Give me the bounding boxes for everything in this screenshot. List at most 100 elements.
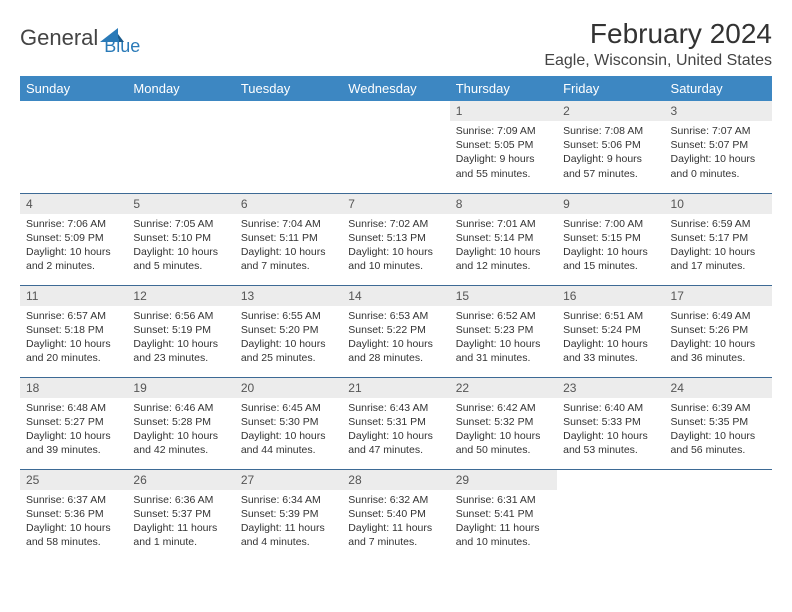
sunset-text: Sunset: 5:09 PM bbox=[26, 231, 121, 245]
day-number: 17 bbox=[665, 286, 772, 306]
sunset-text: Sunset: 5:13 PM bbox=[348, 231, 443, 245]
day-number: 18 bbox=[20, 378, 127, 398]
sunset-text: Sunset: 5:30 PM bbox=[241, 415, 336, 429]
daylight-text-1: Daylight: 10 hours bbox=[133, 429, 228, 443]
calendar-week-row: 4Sunrise: 7:06 AMSunset: 5:09 PMDaylight… bbox=[20, 193, 772, 285]
sunrise-text: Sunrise: 6:39 AM bbox=[671, 401, 766, 415]
daylight-text-1: Daylight: 11 hours bbox=[348, 521, 443, 535]
day-details: Sunrise: 7:05 AMSunset: 5:10 PMDaylight:… bbox=[127, 214, 234, 278]
daylight-text-2: and 33 minutes. bbox=[563, 351, 658, 365]
calendar-day-cell: 22Sunrise: 6:42 AMSunset: 5:32 PMDayligh… bbox=[450, 377, 557, 469]
calendar-day-cell: 1Sunrise: 7:09 AMSunset: 5:05 PMDaylight… bbox=[450, 101, 557, 193]
day-details: Sunrise: 6:51 AMSunset: 5:24 PMDaylight:… bbox=[557, 306, 664, 370]
sunrise-text: Sunrise: 6:43 AM bbox=[348, 401, 443, 415]
daylight-text-2: and 53 minutes. bbox=[563, 443, 658, 457]
day-details: Sunrise: 6:48 AMSunset: 5:27 PMDaylight:… bbox=[20, 398, 127, 462]
calendar-day-cell: 19Sunrise: 6:46 AMSunset: 5:28 PMDayligh… bbox=[127, 377, 234, 469]
daylight-text-2: and 4 minutes. bbox=[241, 535, 336, 549]
sunrise-text: Sunrise: 7:02 AM bbox=[348, 217, 443, 231]
sunset-text: Sunset: 5:39 PM bbox=[241, 507, 336, 521]
daylight-text-2: and 5 minutes. bbox=[133, 259, 228, 273]
daylight-text-1: Daylight: 10 hours bbox=[563, 245, 658, 259]
daylight-text-1: Daylight: 11 hours bbox=[456, 521, 551, 535]
sunrise-text: Sunrise: 6:55 AM bbox=[241, 309, 336, 323]
month-title: February 2024 bbox=[544, 18, 772, 50]
calendar-day-cell: 11Sunrise: 6:57 AMSunset: 5:18 PMDayligh… bbox=[20, 285, 127, 377]
sunrise-text: Sunrise: 6:59 AM bbox=[671, 217, 766, 231]
day-details: Sunrise: 7:08 AMSunset: 5:06 PMDaylight:… bbox=[557, 121, 664, 185]
sunrise-text: Sunrise: 6:57 AM bbox=[26, 309, 121, 323]
daylight-text-2: and 0 minutes. bbox=[671, 167, 766, 181]
daylight-text-2: and 20 minutes. bbox=[26, 351, 121, 365]
sunset-text: Sunset: 5:31 PM bbox=[348, 415, 443, 429]
sunset-text: Sunset: 5:22 PM bbox=[348, 323, 443, 337]
day-details: Sunrise: 6:43 AMSunset: 5:31 PMDaylight:… bbox=[342, 398, 449, 462]
calendar-day-cell: 5Sunrise: 7:05 AMSunset: 5:10 PMDaylight… bbox=[127, 193, 234, 285]
sunset-text: Sunset: 5:20 PM bbox=[241, 323, 336, 337]
day-number: 20 bbox=[235, 378, 342, 398]
calendar-day-cell: 29Sunrise: 6:31 AMSunset: 5:41 PMDayligh… bbox=[450, 469, 557, 561]
day-header: Friday bbox=[557, 76, 664, 101]
calendar-day-cell: 10Sunrise: 6:59 AMSunset: 5:17 PMDayligh… bbox=[665, 193, 772, 285]
sunset-text: Sunset: 5:37 PM bbox=[133, 507, 228, 521]
daylight-text-2: and 1 minute. bbox=[133, 535, 228, 549]
sunrise-text: Sunrise: 7:01 AM bbox=[456, 217, 551, 231]
day-details: Sunrise: 7:04 AMSunset: 5:11 PMDaylight:… bbox=[235, 214, 342, 278]
day-details: Sunrise: 6:32 AMSunset: 5:40 PMDaylight:… bbox=[342, 490, 449, 554]
day-number: 21 bbox=[342, 378, 449, 398]
daylight-text-2: and 56 minutes. bbox=[671, 443, 766, 457]
daylight-text-2: and 25 minutes. bbox=[241, 351, 336, 365]
calendar-day-cell: 8Sunrise: 7:01 AMSunset: 5:14 PMDaylight… bbox=[450, 193, 557, 285]
day-header: Wednesday bbox=[342, 76, 449, 101]
day-number: 5 bbox=[127, 194, 234, 214]
day-number: 4 bbox=[20, 194, 127, 214]
sunrise-text: Sunrise: 7:09 AM bbox=[456, 124, 551, 138]
sunrise-text: Sunrise: 6:56 AM bbox=[133, 309, 228, 323]
daylight-text-2: and 58 minutes. bbox=[26, 535, 121, 549]
daylight-text-1: Daylight: 10 hours bbox=[26, 521, 121, 535]
daylight-text-2: and 31 minutes. bbox=[456, 351, 551, 365]
daylight-text-2: and 7 minutes. bbox=[241, 259, 336, 273]
daylight-text-1: Daylight: 10 hours bbox=[241, 245, 336, 259]
calendar-day-cell: .. bbox=[557, 469, 664, 561]
sunrise-text: Sunrise: 7:05 AM bbox=[133, 217, 228, 231]
daylight-text-1: Daylight: 10 hours bbox=[133, 245, 228, 259]
daylight-text-2: and 47 minutes. bbox=[348, 443, 443, 457]
daylight-text-1: Daylight: 10 hours bbox=[348, 337, 443, 351]
calendar-day-cell: 6Sunrise: 7:04 AMSunset: 5:11 PMDaylight… bbox=[235, 193, 342, 285]
calendar-day-cell: 26Sunrise: 6:36 AMSunset: 5:37 PMDayligh… bbox=[127, 469, 234, 561]
day-details: Sunrise: 7:07 AMSunset: 5:07 PMDaylight:… bbox=[665, 121, 772, 185]
calendar-week-row: ........1Sunrise: 7:09 AMSunset: 5:05 PM… bbox=[20, 101, 772, 193]
sunrise-text: Sunrise: 6:48 AM bbox=[26, 401, 121, 415]
daylight-text-1: Daylight: 9 hours bbox=[456, 152, 551, 166]
calendar-day-cell: 24Sunrise: 6:39 AMSunset: 5:35 PMDayligh… bbox=[665, 377, 772, 469]
sunrise-text: Sunrise: 7:00 AM bbox=[563, 217, 658, 231]
daylight-text-2: and 57 minutes. bbox=[563, 167, 658, 181]
calendar-day-cell: 13Sunrise: 6:55 AMSunset: 5:20 PMDayligh… bbox=[235, 285, 342, 377]
daylight-text-2: and 17 minutes. bbox=[671, 259, 766, 273]
day-number: 25 bbox=[20, 470, 127, 490]
day-details: Sunrise: 6:52 AMSunset: 5:23 PMDaylight:… bbox=[450, 306, 557, 370]
sunset-text: Sunset: 5:36 PM bbox=[26, 507, 121, 521]
sunset-text: Sunset: 5:14 PM bbox=[456, 231, 551, 245]
calendar-day-cell: 23Sunrise: 6:40 AMSunset: 5:33 PMDayligh… bbox=[557, 377, 664, 469]
daylight-text-2: and 36 minutes. bbox=[671, 351, 766, 365]
brand-logo: General Blue bbox=[20, 18, 140, 57]
day-header: Monday bbox=[127, 76, 234, 101]
daylight-text-1: Daylight: 10 hours bbox=[671, 245, 766, 259]
day-number: 3 bbox=[665, 101, 772, 121]
day-number: 19 bbox=[127, 378, 234, 398]
day-details: Sunrise: 6:36 AMSunset: 5:37 PMDaylight:… bbox=[127, 490, 234, 554]
day-details: Sunrise: 6:31 AMSunset: 5:41 PMDaylight:… bbox=[450, 490, 557, 554]
day-details: Sunrise: 7:06 AMSunset: 5:09 PMDaylight:… bbox=[20, 214, 127, 278]
daylight-text-1: Daylight: 10 hours bbox=[456, 429, 551, 443]
day-details: Sunrise: 6:56 AMSunset: 5:19 PMDaylight:… bbox=[127, 306, 234, 370]
day-number: 14 bbox=[342, 286, 449, 306]
sunset-text: Sunset: 5:10 PM bbox=[133, 231, 228, 245]
daylight-text-1: Daylight: 9 hours bbox=[563, 152, 658, 166]
daylight-text-1: Daylight: 10 hours bbox=[241, 429, 336, 443]
daylight-text-2: and 23 minutes. bbox=[133, 351, 228, 365]
sunset-text: Sunset: 5:06 PM bbox=[563, 138, 658, 152]
daylight-text-1: Daylight: 10 hours bbox=[671, 337, 766, 351]
sunrise-text: Sunrise: 6:45 AM bbox=[241, 401, 336, 415]
